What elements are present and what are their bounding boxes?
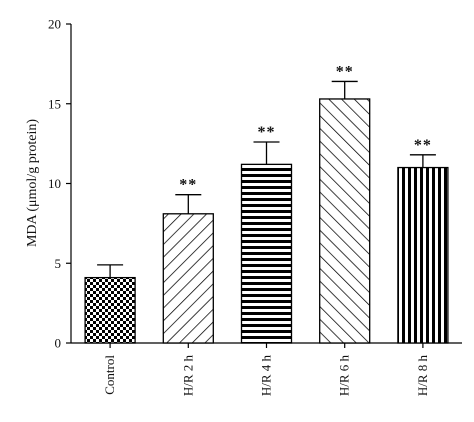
x-category-label: H/R 2 h [180,355,195,397]
x-category-label: H/R 8 h [415,355,430,397]
x-category-label: H/R 4 h [259,355,274,397]
y-axis-label: MDA (μmol/g protein) [25,119,40,247]
labels-group: 0 5 10 15 20 Control ** H/R 2 h ** H/R 4 h ** H/R 6… [48,17,432,397]
significance-label: ** [414,137,432,154]
x-category-label: H/R 6 h [337,355,352,397]
bars-group [84,80,449,344]
bar [240,163,293,344]
y-tick-label: 20 [48,17,61,32]
significance-label: ** [336,63,354,80]
y-tick-label: 0 [55,336,62,351]
bar [162,213,214,344]
bar [319,98,371,344]
y-tick-label: 10 [48,176,61,191]
y-tick-label: 15 [48,96,61,111]
significance-label: ** [258,124,276,141]
x-category-label: Control [102,355,117,395]
y-tick-label: 5 [55,256,62,271]
bar [84,276,136,344]
bar [397,166,449,344]
significance-label: ** [179,177,197,194]
